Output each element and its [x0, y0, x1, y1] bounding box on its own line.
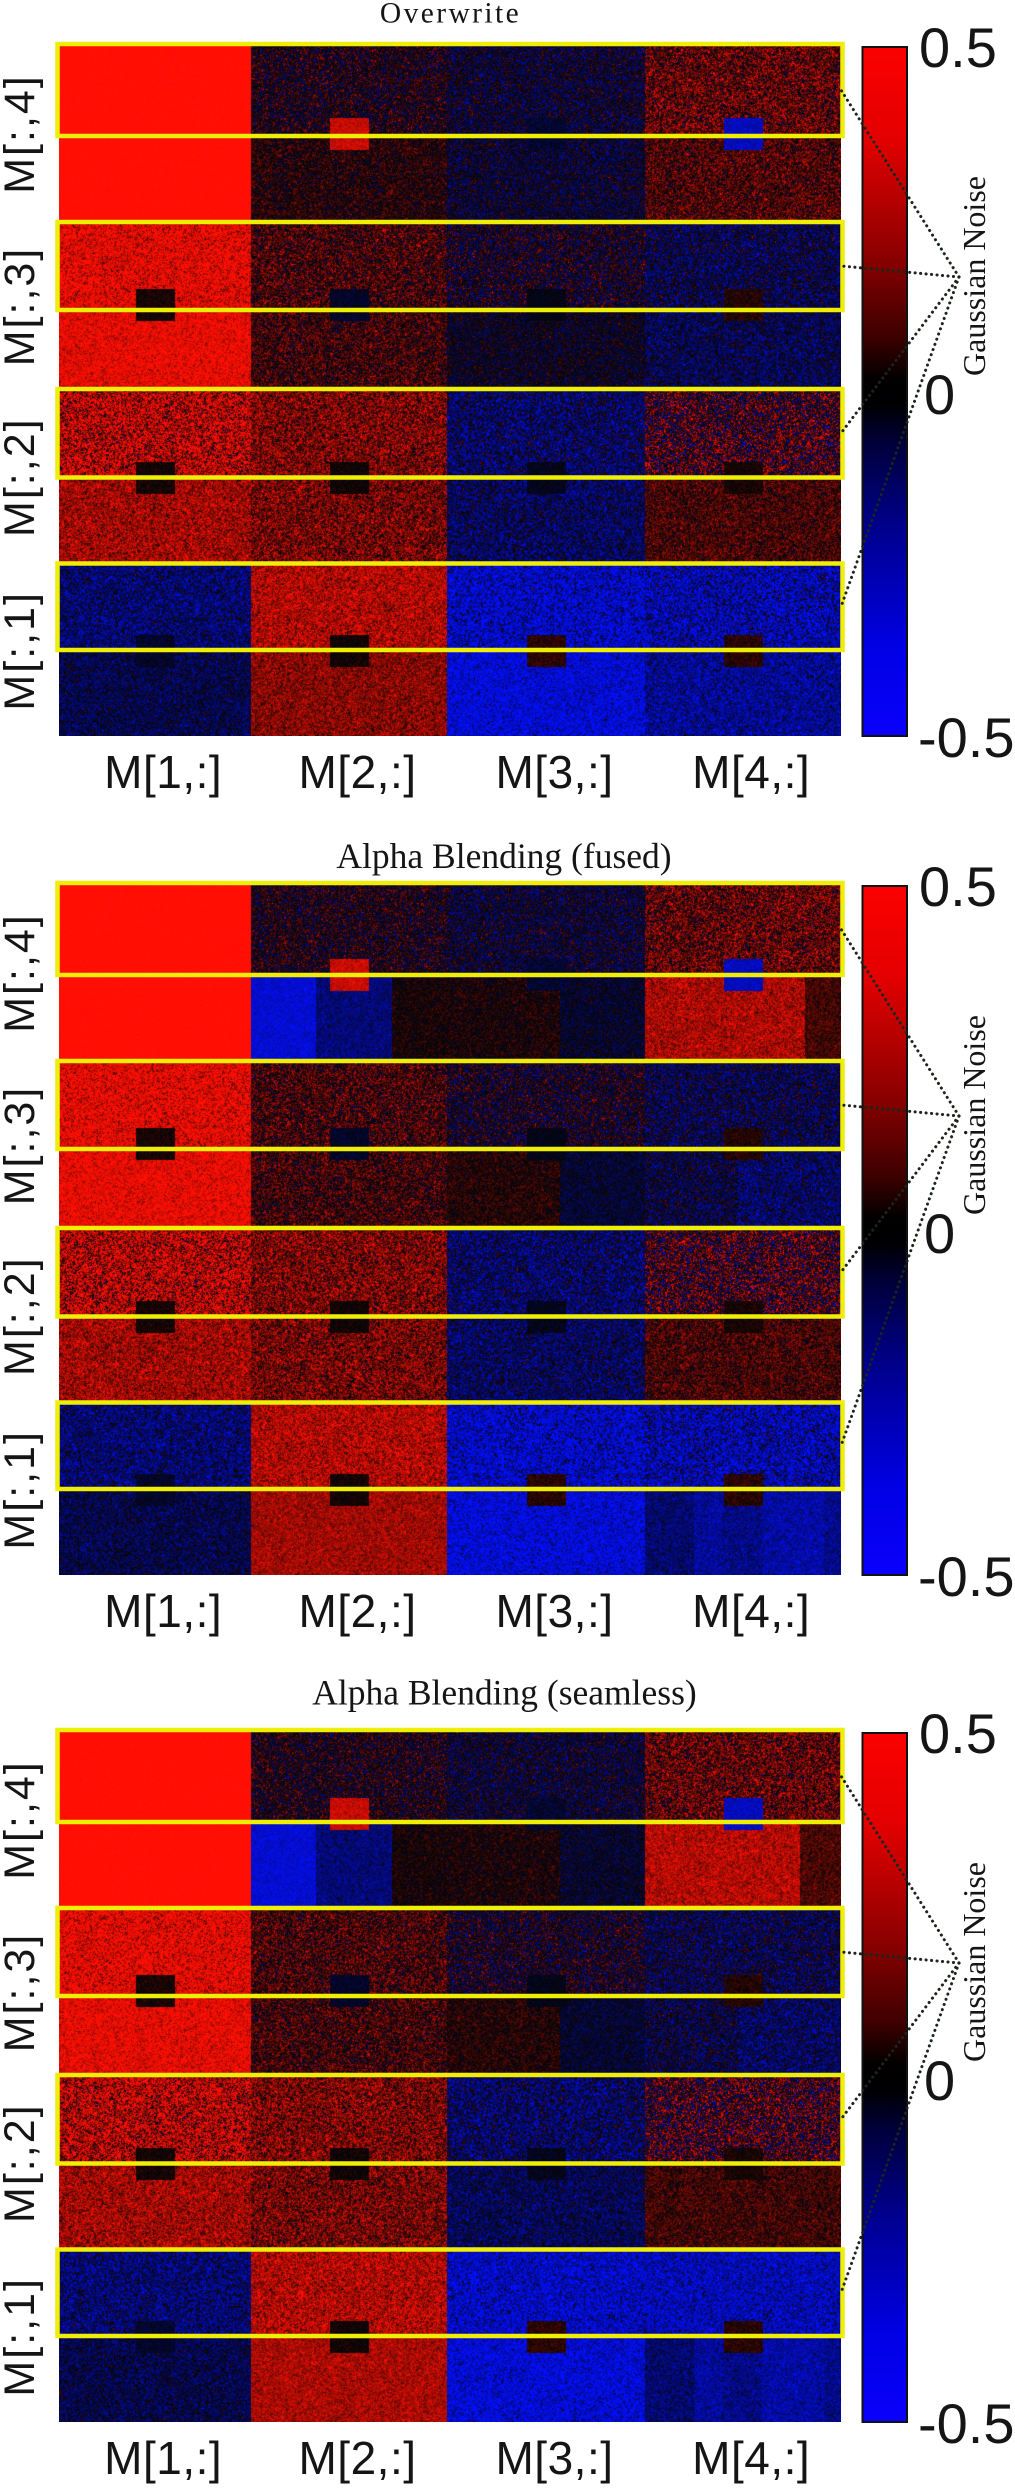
svg-text:Gaussian Noise: Gaussian Noise: [956, 176, 992, 376]
svg-text:M[1,:]: M[1,:]: [104, 2432, 222, 2484]
svg-text:M[2,:]: M[2,:]: [298, 2432, 416, 2484]
svg-text:0.5: 0.5: [919, 1702, 997, 1765]
svg-text:M[3,:]: M[3,:]: [495, 1585, 613, 1637]
svg-text:M[:,4]: M[:,4]: [0, 74, 44, 194]
svg-text:M[:,3]: M[:,3]: [0, 1933, 44, 2053]
svg-text:M[2,:]: M[2,:]: [298, 746, 416, 798]
svg-text:0: 0: [924, 363, 955, 426]
svg-text:M[:,1]: M[:,1]: [0, 1430, 44, 1550]
svg-text:Alpha Blending (fused): Alpha Blending (fused): [336, 836, 671, 876]
svg-text:Gaussian Noise: Gaussian Noise: [956, 1862, 992, 2062]
svg-text:M[:,2]: M[:,2]: [0, 417, 44, 537]
svg-text:0: 0: [924, 1202, 955, 1265]
svg-text:0.5: 0.5: [919, 855, 997, 918]
svg-text:-0.5: -0.5: [918, 2392, 1015, 2455]
svg-text:M[:,2]: M[:,2]: [0, 2103, 44, 2223]
svg-text:Alpha Blending (seamless): Alpha Blending (seamless): [312, 1673, 697, 1713]
svg-text:M[:,4]: M[:,4]: [0, 1760, 44, 1880]
svg-text:-0.5: -0.5: [918, 1545, 1015, 1608]
svg-text:M[1,:]: M[1,:]: [104, 1585, 222, 1637]
svg-text:M[3,:]: M[3,:]: [495, 2432, 613, 2484]
svg-text:M[2,:]: M[2,:]: [298, 1585, 416, 1637]
svg-text:M[:,3]: M[:,3]: [0, 247, 44, 367]
svg-text:Gaussian Noise: Gaussian Noise: [956, 1015, 992, 1215]
svg-text:M[:,3]: M[:,3]: [0, 1086, 44, 1206]
svg-text:M[4,:]: M[4,:]: [692, 746, 810, 798]
svg-text:-0.5: -0.5: [918, 706, 1015, 769]
svg-text:M[3,:]: M[3,:]: [495, 746, 613, 798]
svg-text:M[:,4]: M[:,4]: [0, 913, 44, 1033]
svg-text:M[:,1]: M[:,1]: [0, 591, 44, 711]
svg-text:0.5: 0.5: [919, 16, 997, 79]
svg-text:M[:,2]: M[:,2]: [0, 1256, 44, 1376]
svg-text:0: 0: [924, 2049, 955, 2112]
svg-text:M[4,:]: M[4,:]: [692, 2432, 810, 2484]
svg-text:M[:,1]: M[:,1]: [0, 2277, 44, 2397]
svg-text:M[4,:]: M[4,:]: [692, 1585, 810, 1637]
svg-text:Overwrite: Overwrite: [380, 0, 521, 30]
svg-text:M[1,:]: M[1,:]: [104, 746, 222, 798]
